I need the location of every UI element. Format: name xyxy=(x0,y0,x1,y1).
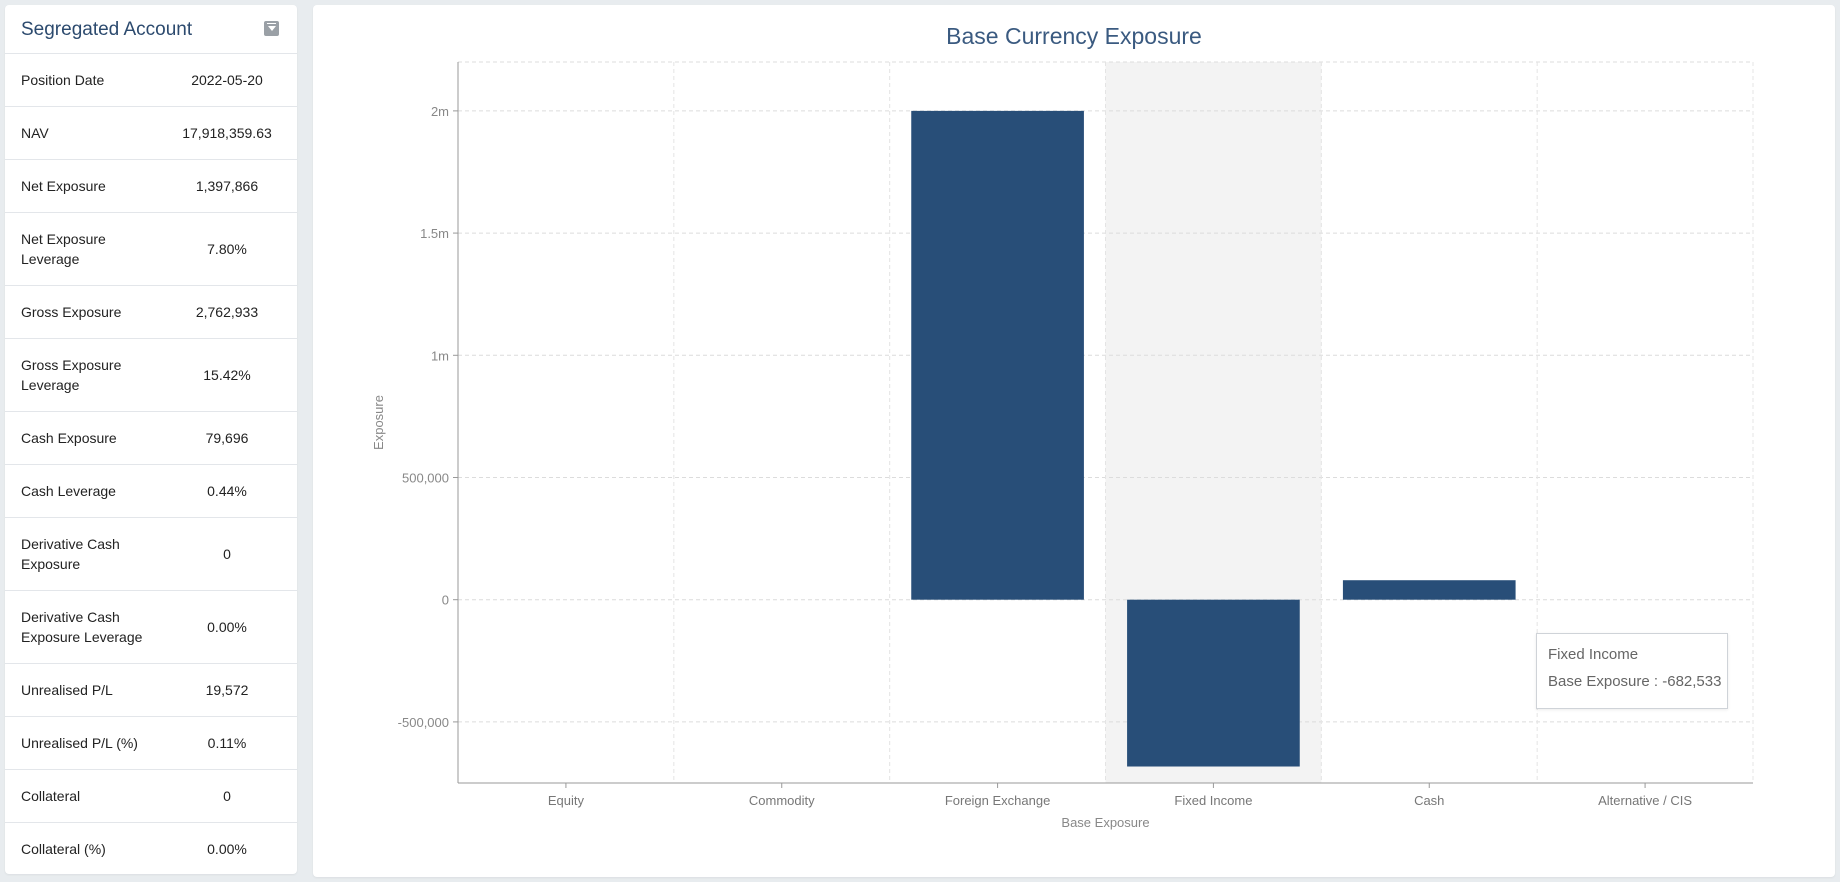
metric-value: 0.44% xyxy=(207,483,247,499)
metric-value: 0.00% xyxy=(207,841,247,857)
metric-value: 0.00% xyxy=(207,619,247,635)
x-tick-label: Commodity xyxy=(749,793,815,808)
metric-row: Gross Exposure Leverage 15.42% xyxy=(5,338,297,411)
bar xyxy=(1127,599,1300,767)
metric-row: NAV 17,918,359.63 xyxy=(5,106,297,159)
metric-row: Net Exposure Leverage 7.80% xyxy=(5,212,297,285)
metric-value: 79,696 xyxy=(205,430,249,446)
metric-row: Derivative Cash Exposure 0 xyxy=(5,517,297,590)
metric-value: 17,918,359.63 xyxy=(182,125,272,141)
metric-value: 7.80% xyxy=(207,241,247,257)
metric-label: Derivative Cash Exposure Leverage xyxy=(21,609,143,645)
bar xyxy=(911,110,1084,600)
metric-value: 19,572 xyxy=(205,682,249,698)
metric-label: Collateral xyxy=(21,788,81,804)
metric-label: Gross Exposure Leverage xyxy=(21,357,122,393)
metric-value: 1,397,866 xyxy=(195,178,259,194)
x-tick-label: Foreign Exchange xyxy=(945,793,1051,808)
metric-label: Gross Exposure xyxy=(21,304,122,320)
x-tick-label: Equity xyxy=(548,793,585,808)
tooltip-title: Fixed Income xyxy=(1548,646,1639,663)
metric-row: Gross Exposure 2,762,933 xyxy=(5,285,297,338)
metric-row: Cash Exposure 79,696 xyxy=(5,411,297,464)
x-tick-label: Cash xyxy=(1414,793,1444,808)
metric-value: 0 xyxy=(223,546,231,562)
metric-label: Unrealised P/L xyxy=(21,682,113,698)
metric-row: Cash Leverage 0.44% xyxy=(5,464,297,517)
metric-row: Net Exposure 1,397,866 xyxy=(5,159,297,212)
metric-row: Collateral 0 xyxy=(5,769,297,822)
y-tick-label: -500,000 xyxy=(398,715,449,730)
bar-chart: -500,000 0 500,000 1m 1.5m 2m Equity Commodity F… xyxy=(371,61,1754,830)
metric-value: 0 xyxy=(223,788,231,804)
x-axis-label: Base Exposure xyxy=(1061,815,1149,830)
y-axis-label: Exposure xyxy=(371,395,386,450)
metric-label: NAV xyxy=(21,125,49,141)
y-tick-label: 1.5m xyxy=(420,226,449,241)
metric-value: 15.42% xyxy=(203,367,251,383)
metric-label: Unrealised P/L (%) xyxy=(21,735,138,751)
collapse-icon[interactable] xyxy=(264,21,279,36)
metric-value: 2,762,933 xyxy=(195,304,259,320)
y-tick-label: 1m xyxy=(431,348,449,363)
tooltip-value: Base Exposure : -682,533 xyxy=(1548,673,1722,690)
x-tick-label: Alternative / CIS xyxy=(1598,793,1692,808)
metric-row: Position Date 2022-05-20 xyxy=(5,53,297,106)
metric-row: Derivative Cash Exposure Leverage 0.00% xyxy=(5,590,297,663)
panel-title: Segregated Account xyxy=(21,19,193,40)
metric-label: Collateral (%) xyxy=(21,841,106,857)
x-tick-label: Fixed Income xyxy=(1174,793,1252,808)
bar xyxy=(1342,580,1516,600)
chart-title: Base Currency Exposure xyxy=(946,23,1202,49)
chart-card: Base Currency Exposure -500,000 0 500,000 1… xyxy=(313,5,1835,877)
y-tick-label: 500,000 xyxy=(402,470,449,485)
y-tick-label: 2m xyxy=(431,104,449,119)
metric-label: Cash Leverage xyxy=(21,483,116,499)
metric-value: 2022-05-20 xyxy=(191,72,263,88)
y-tick-label: 0 xyxy=(442,593,449,608)
metric-value: 0.11% xyxy=(207,735,247,751)
metric-row: Unrealised P/L (%) 0.11% xyxy=(5,716,297,769)
metric-row: Unrealised P/L 19,572 xyxy=(5,663,297,716)
chart-tooltip: Fixed Income Base Exposure : -682,533 xyxy=(1536,633,1728,709)
metrics-table: Position Date 2022-05-20 NAV 17,918,359.63 N… xyxy=(5,53,297,875)
panel-header: Segregated Account xyxy=(5,5,297,53)
metric-label: Net Exposure Leverage xyxy=(21,231,106,267)
metric-row: Collateral (%) 0.00% xyxy=(5,822,297,875)
metric-label: Position Date xyxy=(21,72,105,88)
metric-label: Net Exposure xyxy=(21,178,106,194)
metric-label: Cash Exposure xyxy=(21,430,117,446)
metric-label: Derivative Cash Exposure xyxy=(21,536,120,572)
segregated-account-panel: Segregated Account Position Date 2022-05-… xyxy=(5,5,297,874)
